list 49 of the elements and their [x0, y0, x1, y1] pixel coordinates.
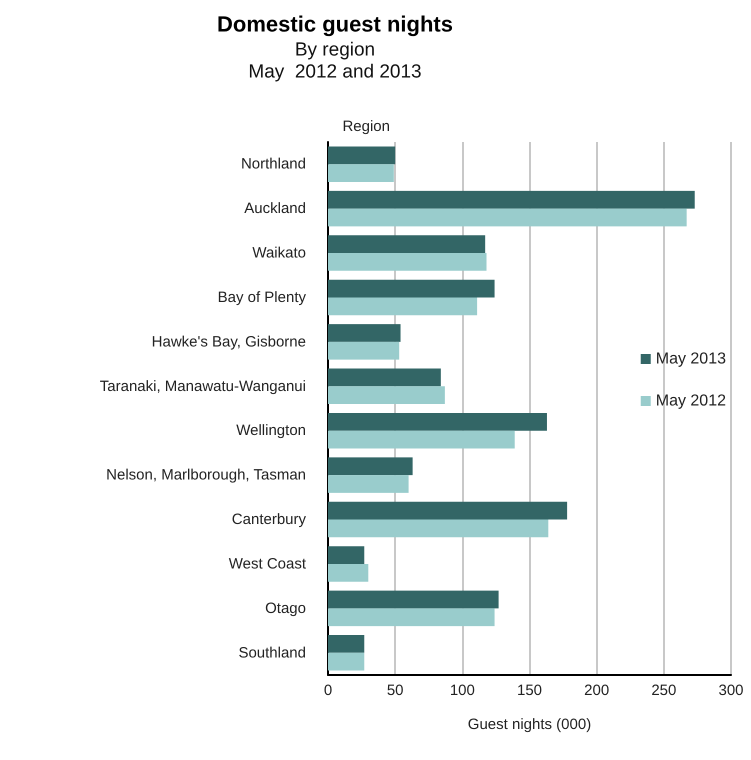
y-tick-label: Nelson, Marlborough, Tasman: [106, 466, 306, 484]
bar: [328, 652, 364, 671]
bar: [328, 564, 368, 582]
y-tick-label: Bay of Plenty: [218, 288, 306, 306]
bar: [328, 635, 364, 653]
x-tick-label: 300: [718, 682, 744, 699]
bar: [328, 253, 487, 271]
bar: [328, 546, 364, 564]
legend-label: May 2012: [656, 392, 726, 410]
y-tick-label: Southland: [238, 644, 306, 662]
bar: [328, 590, 499, 608]
chart-subtitle: By region May 2012 and 2013: [248, 40, 422, 82]
bar: [328, 235, 486, 254]
bar: [328, 430, 515, 448]
y-axis-title: Region: [342, 118, 390, 135]
bar: [328, 368, 441, 386]
y-tick-label: West Coast: [228, 555, 307, 572]
bar: [328, 342, 400, 360]
y-tick-label: Otago: [265, 600, 306, 617]
y-tick-label: Taranaki, Manawatu-Wanganui: [100, 378, 306, 395]
bar: [328, 475, 409, 493]
y-tick-label: Canterbury: [232, 511, 306, 528]
bar: [328, 457, 413, 476]
bar: [328, 608, 495, 626]
x-axis-title: Guest nights (000): [468, 716, 592, 733]
bar: [328, 190, 695, 209]
x-tick-label: 0: [324, 682, 332, 699]
y-tick-label: Northland: [240, 156, 306, 173]
chart-title: Domestic guest nights: [217, 12, 453, 36]
bar: [328, 520, 548, 538]
x-tick-label: 250: [651, 682, 676, 699]
x-tick-label: 150: [516, 682, 542, 699]
bar: [328, 208, 687, 226]
y-tick-label: Waikato: [252, 244, 306, 262]
bar: [328, 280, 495, 298]
y-tick-label: Hawke's Bay, Gisborne: [152, 333, 306, 350]
x-tick-label: 200: [584, 682, 610, 699]
bar: [328, 164, 394, 182]
y-tick-label: Wellington: [236, 422, 306, 440]
bar: [328, 386, 445, 404]
y-tick-label: Auckland: [244, 200, 306, 218]
bar: [328, 324, 401, 342]
bar: [328, 412, 547, 431]
x-tick-label: 100: [450, 682, 475, 699]
bar: [328, 297, 478, 316]
bar: [328, 146, 396, 164]
legend-label: May 2013: [656, 350, 726, 368]
x-tick-label: 50: [386, 682, 404, 699]
bar: [328, 502, 568, 520]
